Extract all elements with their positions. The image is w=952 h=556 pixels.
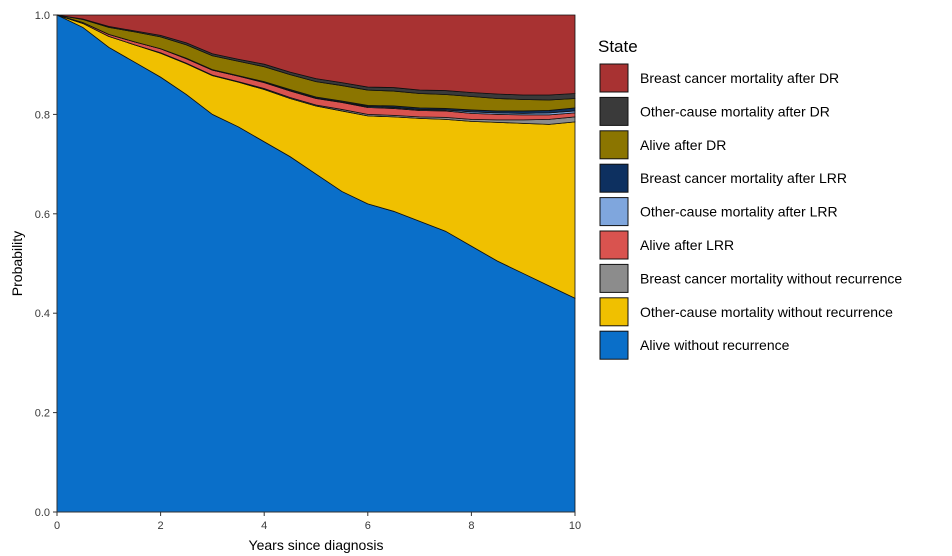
legend-items: Breast cancer mortality after DR Other-ca… [599,63,902,360]
legend-label: Alive after DR [640,137,726,153]
legend-item-breast-cancer-mortality-after-dr: Breast cancer mortality after DR [599,63,839,93]
x-axis-title: Years since diagnosis [249,537,384,553]
legend-label: Breast cancer mortality without recurren… [640,270,902,286]
legend-swatch [599,297,629,327]
x-tick-label: 6 [365,520,371,532]
legend-swatch [599,197,629,227]
y-tick-label: 0.6 [35,209,50,221]
legend-swatch [599,63,629,93]
legend-label: Breast cancer mortality after DR [640,70,839,86]
area-breast-cancer-mortality-after-dr [56,14,576,96]
legend-label: Alive after LRR [640,237,734,253]
x-axis-ticks: 0 2 4 6 8 10 [54,512,581,532]
x-tick-label: 10 [569,520,581,532]
legend-label: Other-cause mortality after DR [640,103,830,119]
legend-label: Breast cancer mortality after LRR [640,170,847,186]
y-tick-label: 1.0 [35,10,50,22]
y-tick-label: 0.8 [35,109,50,121]
y-tick-label: 0.4 [35,308,50,320]
legend-swatch [599,96,629,126]
legend-item-breast-cancer-mortality-without-recurrence: Breast cancer mortality without recurren… [599,263,902,293]
legend-label: Alive without recurrence [640,337,790,353]
legend-item-other-cause-mortality-without-recurrence: Other-cause mortality without recurrence [599,297,893,327]
y-axis-ticks: 0.0 0.2 0.4 0.6 0.8 1.0 [35,10,57,519]
legend-swatch [599,163,629,193]
legend-item-alive-after-lrr: Alive after LRR [599,230,734,260]
legend-swatch [599,230,629,260]
legend-item-alive-after-dr: Alive after DR [599,130,726,160]
legend: State Breast cancer mortality after DR Ot… [598,37,902,360]
legend-swatch [599,130,629,160]
legend-swatch [599,263,629,293]
legend-item-other-cause-mortality-after-lrr: Other-cause mortality after LRR [599,197,838,227]
legend-item-alive-without-recurrence: Alive without recurrence [599,330,790,360]
x-tick-label: 2 [158,520,164,532]
legend-label: Other-cause mortality without recurrence [640,304,893,320]
x-tick-label: 0 [54,520,60,532]
y-axis-title: Probability [9,231,25,296]
legend-item-breast-cancer-mortality-after-lrr: Breast cancer mortality after LRR [599,163,847,193]
legend-title: State [598,37,638,56]
y-tick-label: 0.2 [35,408,50,420]
legend-item-other-cause-mortality-after-dr: Other-cause mortality after DR [599,96,830,126]
x-tick-label: 4 [261,520,267,532]
axes [56,15,575,513]
area-layers [56,14,576,513]
legend-swatch [599,330,629,360]
y-tick-label: 0.0 [35,507,50,519]
x-tick-label: 8 [468,520,474,532]
legend-label: Other-cause mortality after LRR [640,204,838,220]
